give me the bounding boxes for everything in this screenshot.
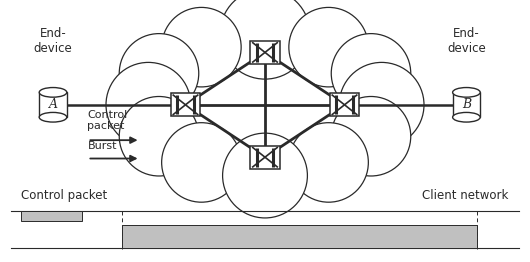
- Text: End-
device: End- device: [33, 27, 73, 55]
- Text: Control
packet: Control packet: [87, 110, 128, 131]
- Bar: [250, 41, 280, 64]
- Bar: [250, 146, 280, 169]
- Ellipse shape: [162, 7, 241, 87]
- Ellipse shape: [331, 34, 411, 113]
- Ellipse shape: [223, 133, 307, 218]
- Bar: [39, 92, 67, 117]
- Ellipse shape: [453, 112, 480, 122]
- Ellipse shape: [119, 34, 199, 113]
- Ellipse shape: [39, 112, 67, 122]
- Ellipse shape: [453, 88, 480, 97]
- Bar: [453, 92, 480, 117]
- Text: Control packet: Control packet: [21, 189, 108, 202]
- Ellipse shape: [339, 62, 424, 147]
- Text: End-
device: End- device: [447, 27, 486, 55]
- Text: Burst: Burst: [284, 230, 315, 243]
- Text: Burst: Burst: [87, 141, 117, 151]
- Bar: [171, 93, 200, 116]
- Bar: [330, 93, 359, 116]
- Text: Client network: Client network: [422, 189, 509, 202]
- Ellipse shape: [289, 123, 368, 202]
- Ellipse shape: [220, 0, 310, 79]
- Bar: [21, 211, 82, 221]
- Ellipse shape: [154, 34, 376, 176]
- Ellipse shape: [162, 123, 241, 202]
- Ellipse shape: [331, 96, 411, 176]
- Text: A: A: [49, 98, 57, 111]
- Bar: [122, 225, 477, 248]
- Text: B: B: [462, 98, 471, 111]
- Ellipse shape: [119, 96, 199, 176]
- Ellipse shape: [289, 7, 368, 87]
- Ellipse shape: [39, 88, 67, 97]
- Ellipse shape: [106, 62, 191, 147]
